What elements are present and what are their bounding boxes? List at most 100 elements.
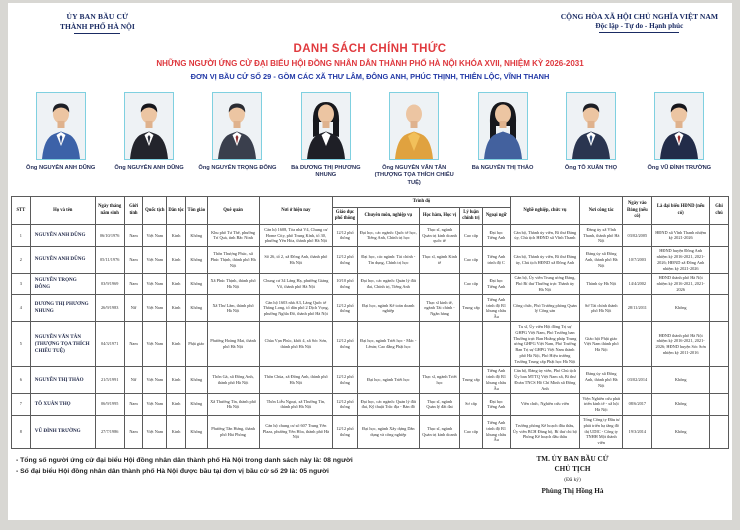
table-cell: 27/7/1986 (94, 414, 125, 449)
table-cell (709, 393, 729, 416)
table-cell: 12/12 phổ thông (332, 224, 358, 247)
candidate-photo (389, 92, 440, 160)
table-cell (709, 245, 729, 274)
candidate-caption: Bà NGUYỄN THỊ THẢO (471, 165, 534, 171)
table-row: 2 NGUYỄN ANH DŨNG 05/11/1976 Nam Việt Nam Kin… (11, 245, 729, 274)
table-cell (709, 414, 729, 449)
table-cell: Kinh (166, 224, 186, 247)
table-cell: Không (651, 294, 711, 323)
table-cell: 08/6/2017 (622, 393, 653, 416)
candidate-caption: Ông NGUYỄN VĂN TÂN (THƯỢNG TỌA THÍCH CHI… (374, 165, 454, 186)
candidate-photo (300, 92, 351, 160)
candidate-photo (212, 92, 263, 160)
col-header: STT (11, 196, 31, 226)
candidates-row: Ông NGUYỄN ANH DŨNG Ông NGUYỄN ANH DŨNG Ôn… (8, 92, 732, 187)
table-cell: HĐND huyện Đông Anh nhiệm kỳ 2016-2021, … (651, 245, 711, 274)
table-cell: Đại học, ngành Triết học - Mác - Lênin; … (356, 321, 420, 367)
table-cell: Đại học, các ngành: Quốc tế học, Tiếng A… (356, 224, 420, 247)
col-header: Giới tính (123, 196, 144, 226)
col-header: Tôn giáo (184, 196, 208, 226)
table-cell: 03/02/2014 (622, 365, 653, 395)
col-subheader: Chuyên môn, nghiệp vụ (356, 206, 420, 226)
table-cell: Phật giáo (184, 321, 208, 367)
table-cell: HĐND thành phố Hà Nội nhiệm kỳ 2016-2021… (651, 321, 711, 367)
document-footer: - Tổng số người ứng cử đại biểu Hội đồng… (8, 455, 732, 495)
table-cell: 10/10 phổ thông (332, 272, 358, 296)
election-unit-line: ĐƠN VỊ BẦU CỬ SỐ 29 - GỒM CÁC XÃ THƯ LÂM… (190, 72, 550, 81)
col-subheader: Lý luận chính trị (459, 206, 483, 226)
table-cell: 5 (11, 321, 31, 367)
table-cell: Giáo hội Phật giáo Việt Nam thành phố Hà… (579, 321, 624, 367)
candidate-caption: Bà DƯƠNG THỊ PHƯƠNG NHUNG (291, 165, 361, 179)
table-cell: 26/9/1983 (94, 294, 125, 323)
table-cell: Chung cư 34 Láng Hạ, phường Giảng Võ, th… (258, 272, 334, 296)
authority-underline (74, 33, 121, 34)
table-row: 3 NGUYỄN TRỌNG ĐÔNG 03/9/1969 Nam Việt Nam Ki… (11, 272, 729, 296)
table-cell: Đại học, ngành Xây dựng Dân dụng và công… (356, 414, 420, 449)
table-cell: 3 (11, 272, 31, 296)
table-cell: VŨ ĐÌNH TRƯỜNG (29, 414, 96, 449)
table-cell: Cao cấp (459, 272, 483, 296)
table-cell: Số 26, tổ 2, xã Đông Anh, thành phố Hà N… (258, 245, 334, 274)
table-cell: Đại học, các ngành: Tài chính - Tín dụng… (356, 245, 420, 274)
table-cell: Không (184, 414, 208, 449)
table-cell: Sở Tài chính thành phố Hà Nội (579, 294, 624, 323)
footer-notes: - Tổng số người ứng cử đại biểu Hội đồng… (16, 455, 455, 479)
table-cell: Việt Nam (142, 245, 168, 274)
col-header: Ngày tháng năm sinh (94, 196, 125, 226)
table-cell: 6 (11, 365, 31, 395)
table-cell: Việt Nam (142, 294, 168, 323)
table-cell (709, 321, 729, 367)
table-cell: Thành ủy Hà Nội (579, 272, 624, 296)
table-cell: NGUYỄN VĂN TÂN (THƯỢNG TỌA THÍCH CHIẾU T… (29, 321, 96, 367)
table-cell (709, 365, 729, 395)
table-cell: 12/12 phổ thông (332, 414, 358, 449)
candidate: Ông NGUYỄN VĂN TÂN (THƯỢNG TỌA THÍCH CHI… (372, 92, 457, 187)
table-cell: 12/12 phổ thông (332, 321, 358, 367)
candidate-photo (124, 92, 175, 160)
table-cell: Cao cấp (459, 414, 483, 449)
table-cell: 4 (11, 294, 31, 323)
table-cell: Cao cấp (459, 245, 483, 274)
candidate-photo (477, 92, 528, 160)
col-subheader: Học hàm, Học vị (418, 206, 461, 226)
motto-line1: CỘNG HÒA XÃ HỘI CHỦ NGHĨA VIỆT NAM (560, 12, 718, 21)
candidate: Ông NGUYỄN ANH DŨNG (106, 92, 191, 187)
table-cell: Thạc sĩ, ngành Quản trị kinh doanh quốc … (418, 224, 461, 247)
candidate-photo (565, 92, 616, 160)
table-cell: Đảng ủy xã Đông Anh, thành phố Hà Nội (579, 245, 624, 274)
table-cell: Việt Nam (142, 321, 168, 367)
table-cell: NGUYỄN THỊ THẢO (29, 365, 96, 395)
table-row: 4 DƯƠNG THỊ PHƯƠNG NHUNG 26/9/1983 Nữ Việt N… (11, 294, 729, 323)
table-cell: HĐND thành phố Hà Nội nhiệm kỳ 2016-2021… (651, 272, 711, 296)
candidate-photo (35, 92, 86, 160)
table-cell (709, 224, 729, 247)
table-cell: Khu phố Tư Thế, phường Trí Quả, tỉnh Bắc… (206, 224, 260, 247)
table-cell: 19/3/2014 (622, 414, 653, 449)
table-cell: 21/5/1991 (94, 365, 125, 395)
table-row: 7 TÔ XUÂN THỌ 06/9/1995 Nam Việt Nam Kinh Khôn… (11, 393, 729, 416)
table-cell: Công chức, Phó Trưởng phòng Quản lý Công… (509, 294, 581, 323)
document-subtitle: NHỮNG NGƯỜI ỨNG CỬ ĐẠI BIỂU HỘI ĐỒNG NHÂ… (156, 59, 584, 68)
table-cell: Đại học, các ngành: Quản lý đất đai, Kỹ … (356, 393, 420, 416)
table-cell (709, 294, 729, 323)
table-cell: Phường Hoàng Mai, thành phố Hà Nội (206, 321, 260, 367)
candidate: Ông NGUYỄN ANH DŨNG (18, 92, 103, 187)
table-cell: Xã Thường Tín, thành phố Hà Nội (206, 393, 260, 416)
table-cell: DƯƠNG THỊ PHƯƠNG NHUNG (29, 294, 96, 323)
table-row: 8 VŨ ĐÌNH TRƯỜNG 27/7/1986 Nam Việt Nam Kinh K… (11, 414, 729, 449)
table-cell: 03/9/1969 (94, 272, 125, 296)
table-cell (622, 321, 653, 367)
motto-line2: Độc lập - Tự do - Hạnh phúc (595, 22, 684, 30)
signature-name: Phùng Thị Hồng Hà (541, 486, 604, 495)
candidate: Bà DƯƠNG THỊ PHƯƠNG NHUNG (283, 92, 368, 187)
authority-line1: ỦY BAN BẦU CỬ (66, 12, 129, 21)
table-cell: 12/12 phổ thông (332, 245, 358, 274)
national-motto: CỘNG HÒA XÃ HỘI CHỦ NGHĨA VIỆT NAM Độc l… (561, 12, 718, 34)
table-wrapper: STT Họ và tên Ngày tháng năm sinh Giới tính… (8, 187, 732, 449)
table-cell: 12/12 phổ thông (332, 294, 358, 323)
table-cell: Đại học Tiếng Anh (481, 393, 511, 416)
table-cell: 1 (11, 224, 31, 247)
table-cell: Thôn Gà, xã Đông Anh, thành phố Hà Nội (206, 365, 260, 395)
